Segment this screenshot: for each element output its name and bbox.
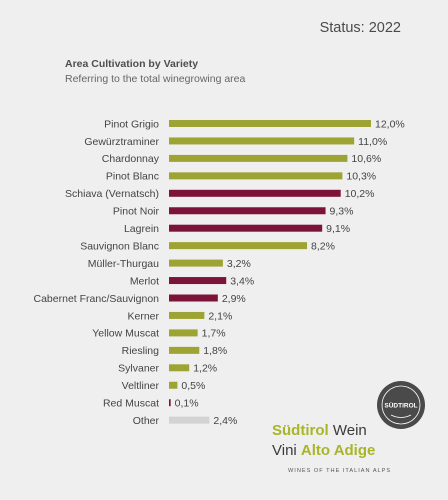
- value-label: 1,2%: [193, 363, 217, 375]
- value-label: 11,0%: [358, 136, 387, 148]
- bar: [169, 259, 223, 267]
- category-label: Red Muscat: [103, 398, 159, 410]
- category-label: Chardonnay: [102, 153, 160, 165]
- category-label: Yellow Muscat: [92, 328, 159, 340]
- value-label: 1,7%: [202, 328, 226, 340]
- category-label: Gewürztraminer: [84, 136, 159, 148]
- category-label: Sylvaner: [118, 363, 159, 375]
- bar: [169, 311, 205, 319]
- category-label: Pinot Noir: [113, 206, 160, 218]
- category-label: Pinot Blanc: [106, 171, 159, 183]
- category-label: Riesling: [122, 345, 160, 357]
- category-label: Veltliner: [122, 380, 160, 392]
- value-label: 3,4%: [230, 275, 254, 287]
- value-label: 0,5%: [181, 380, 205, 392]
- bar: [169, 224, 323, 232]
- bar: [169, 381, 178, 389]
- value-label: 1,8%: [203, 345, 227, 357]
- bar: [169, 416, 210, 424]
- value-label: 10,3%: [346, 171, 376, 183]
- bar: [169, 189, 341, 197]
- value-label: 10,6%: [351, 153, 381, 165]
- category-label: Kerner: [127, 310, 159, 322]
- bar: [169, 242, 308, 250]
- category-label: Lagrein: [124, 223, 159, 235]
- brand-word-alto-adige: Alto Adige: [300, 442, 376, 459]
- chart-title: Area Cultivation by Variety: [65, 58, 199, 70]
- bar: [169, 154, 348, 162]
- bar: [169, 364, 190, 372]
- value-label: 3,2%: [227, 258, 251, 270]
- bar: [169, 346, 200, 354]
- bar-chart: Pinot Grigio 12,0% Gewürztraminer 11,0% Char…: [34, 118, 405, 427]
- value-label: 9,3%: [330, 206, 354, 218]
- value-label: 0,1%: [175, 398, 199, 410]
- bar: [169, 172, 343, 180]
- category-label: Müller-Thurgau: [88, 258, 159, 270]
- brand-word-vini: Vini: [272, 442, 301, 459]
- brand-tagline: WINES OF THE ITALIAN ALPS: [288, 468, 392, 474]
- category-label: Other: [133, 415, 160, 427]
- seal-icon: SÜDTIROL: [377, 381, 425, 429]
- bar: [169, 399, 171, 407]
- status-label: Status: 2022: [319, 20, 401, 36]
- value-label: 10,2%: [345, 188, 375, 200]
- bar: [169, 120, 371, 127]
- bar: [169, 294, 218, 302]
- value-label: 2,4%: [213, 415, 237, 427]
- category-label: Sauvignon Blanc: [80, 240, 159, 252]
- value-label: 8,2%: [311, 240, 335, 252]
- brand-word-wein: Wein: [328, 422, 367, 439]
- value-label: 9,1%: [326, 223, 350, 235]
- brand-word-suedtirol: Südtirol: [272, 422, 329, 439]
- category-label: Schiava (Vernatsch): [65, 188, 159, 200]
- bar: [169, 207, 326, 215]
- category-label: Merlot: [130, 275, 159, 287]
- suedtirol-wein-logo: SÜDTIROL Südtirol Wein Vini Alto Adige W…: [272, 380, 440, 492]
- value-label: 2,1%: [208, 310, 232, 322]
- bar: [169, 277, 227, 285]
- category-label: Pinot Grigio: [104, 118, 159, 130]
- chart-subtitle: Referring to the total winegrowing area: [65, 73, 246, 85]
- value-label: 2,9%: [222, 293, 246, 305]
- category-label: Cabernet Franc/Sauvignon: [34, 293, 160, 305]
- seal-text: SÜDTIROL: [384, 401, 417, 410]
- value-label: 12,0%: [375, 118, 405, 130]
- brand-line-2: Vini Alto Adige: [272, 442, 375, 459]
- brand-line-1: Südtirol Wein: [272, 422, 367, 439]
- bar: [169, 137, 355, 145]
- bar: [169, 329, 198, 337]
